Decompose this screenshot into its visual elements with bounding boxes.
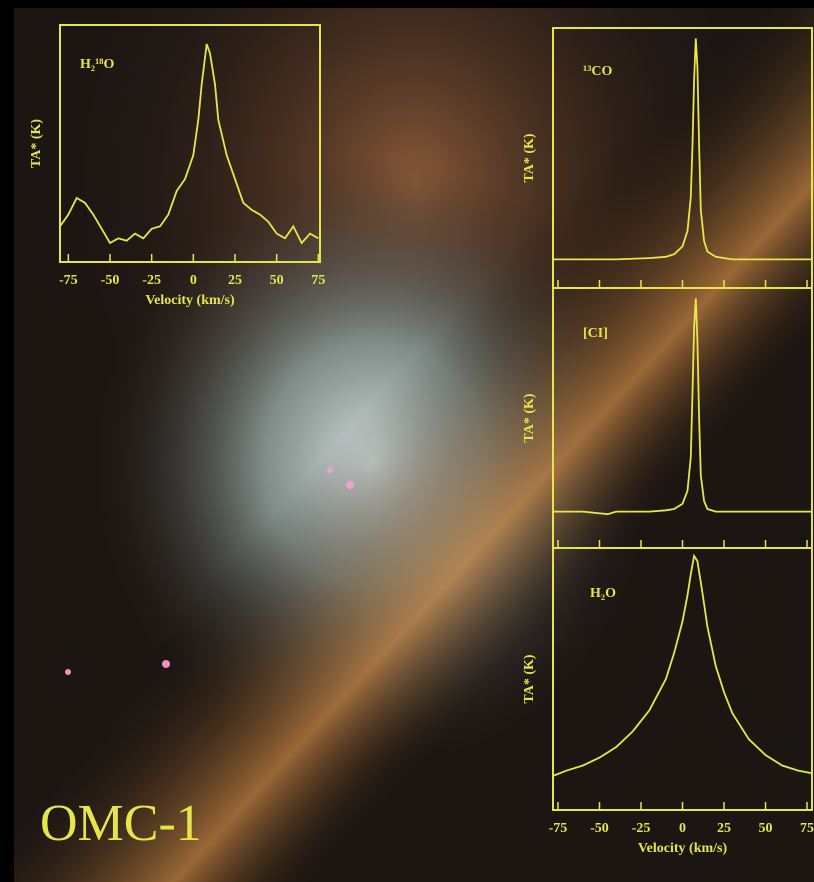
x-tick-label: 50 — [270, 273, 284, 288]
line-label: ¹³CO — [583, 64, 613, 79]
region-label: OMC-1 — [40, 795, 202, 852]
line-label: H₂O — [590, 586, 616, 601]
star — [327, 467, 333, 473]
x-tick-label: -50 — [590, 821, 609, 836]
x-tick-label: 75 — [311, 273, 325, 288]
x-tick-label: -75 — [549, 821, 568, 836]
x-tick-label: -50 — [101, 273, 120, 288]
x-tick-label: 25 — [228, 273, 242, 288]
page: OMC-1 -75 -50 -25 0 25 50 75 H₂¹⁸O TA* (K) Veloci… — [0, 0, 814, 882]
x-tick-label: 0 — [190, 273, 197, 288]
x-tick-label: 0 — [679, 821, 686, 836]
y-axis-label: TA* (K) — [29, 119, 44, 168]
x-tick-label: 50 — [759, 821, 773, 836]
x-tick-label: -25 — [142, 273, 161, 288]
star — [65, 669, 71, 675]
x-axis-label: Velocity (km/s) — [638, 841, 728, 856]
y-axis-label: TA* (K) — [522, 393, 537, 442]
y-axis-label: TA* (K) — [522, 654, 537, 703]
star — [346, 481, 354, 489]
nebula-band — [14, 8, 814, 882]
x-tick-label: -75 — [59, 273, 78, 288]
x-tick-label: 75 — [800, 821, 814, 836]
line-label: [CI] — [583, 326, 608, 341]
x-axis-label: Velocity (km/s) — [145, 293, 235, 308]
x-tick-label: -25 — [632, 821, 651, 836]
line-label: H₂¹⁸O — [80, 57, 114, 72]
x-tick-label: 25 — [717, 821, 731, 836]
star — [162, 660, 170, 668]
y-axis-label: TA* (K) — [522, 133, 537, 182]
